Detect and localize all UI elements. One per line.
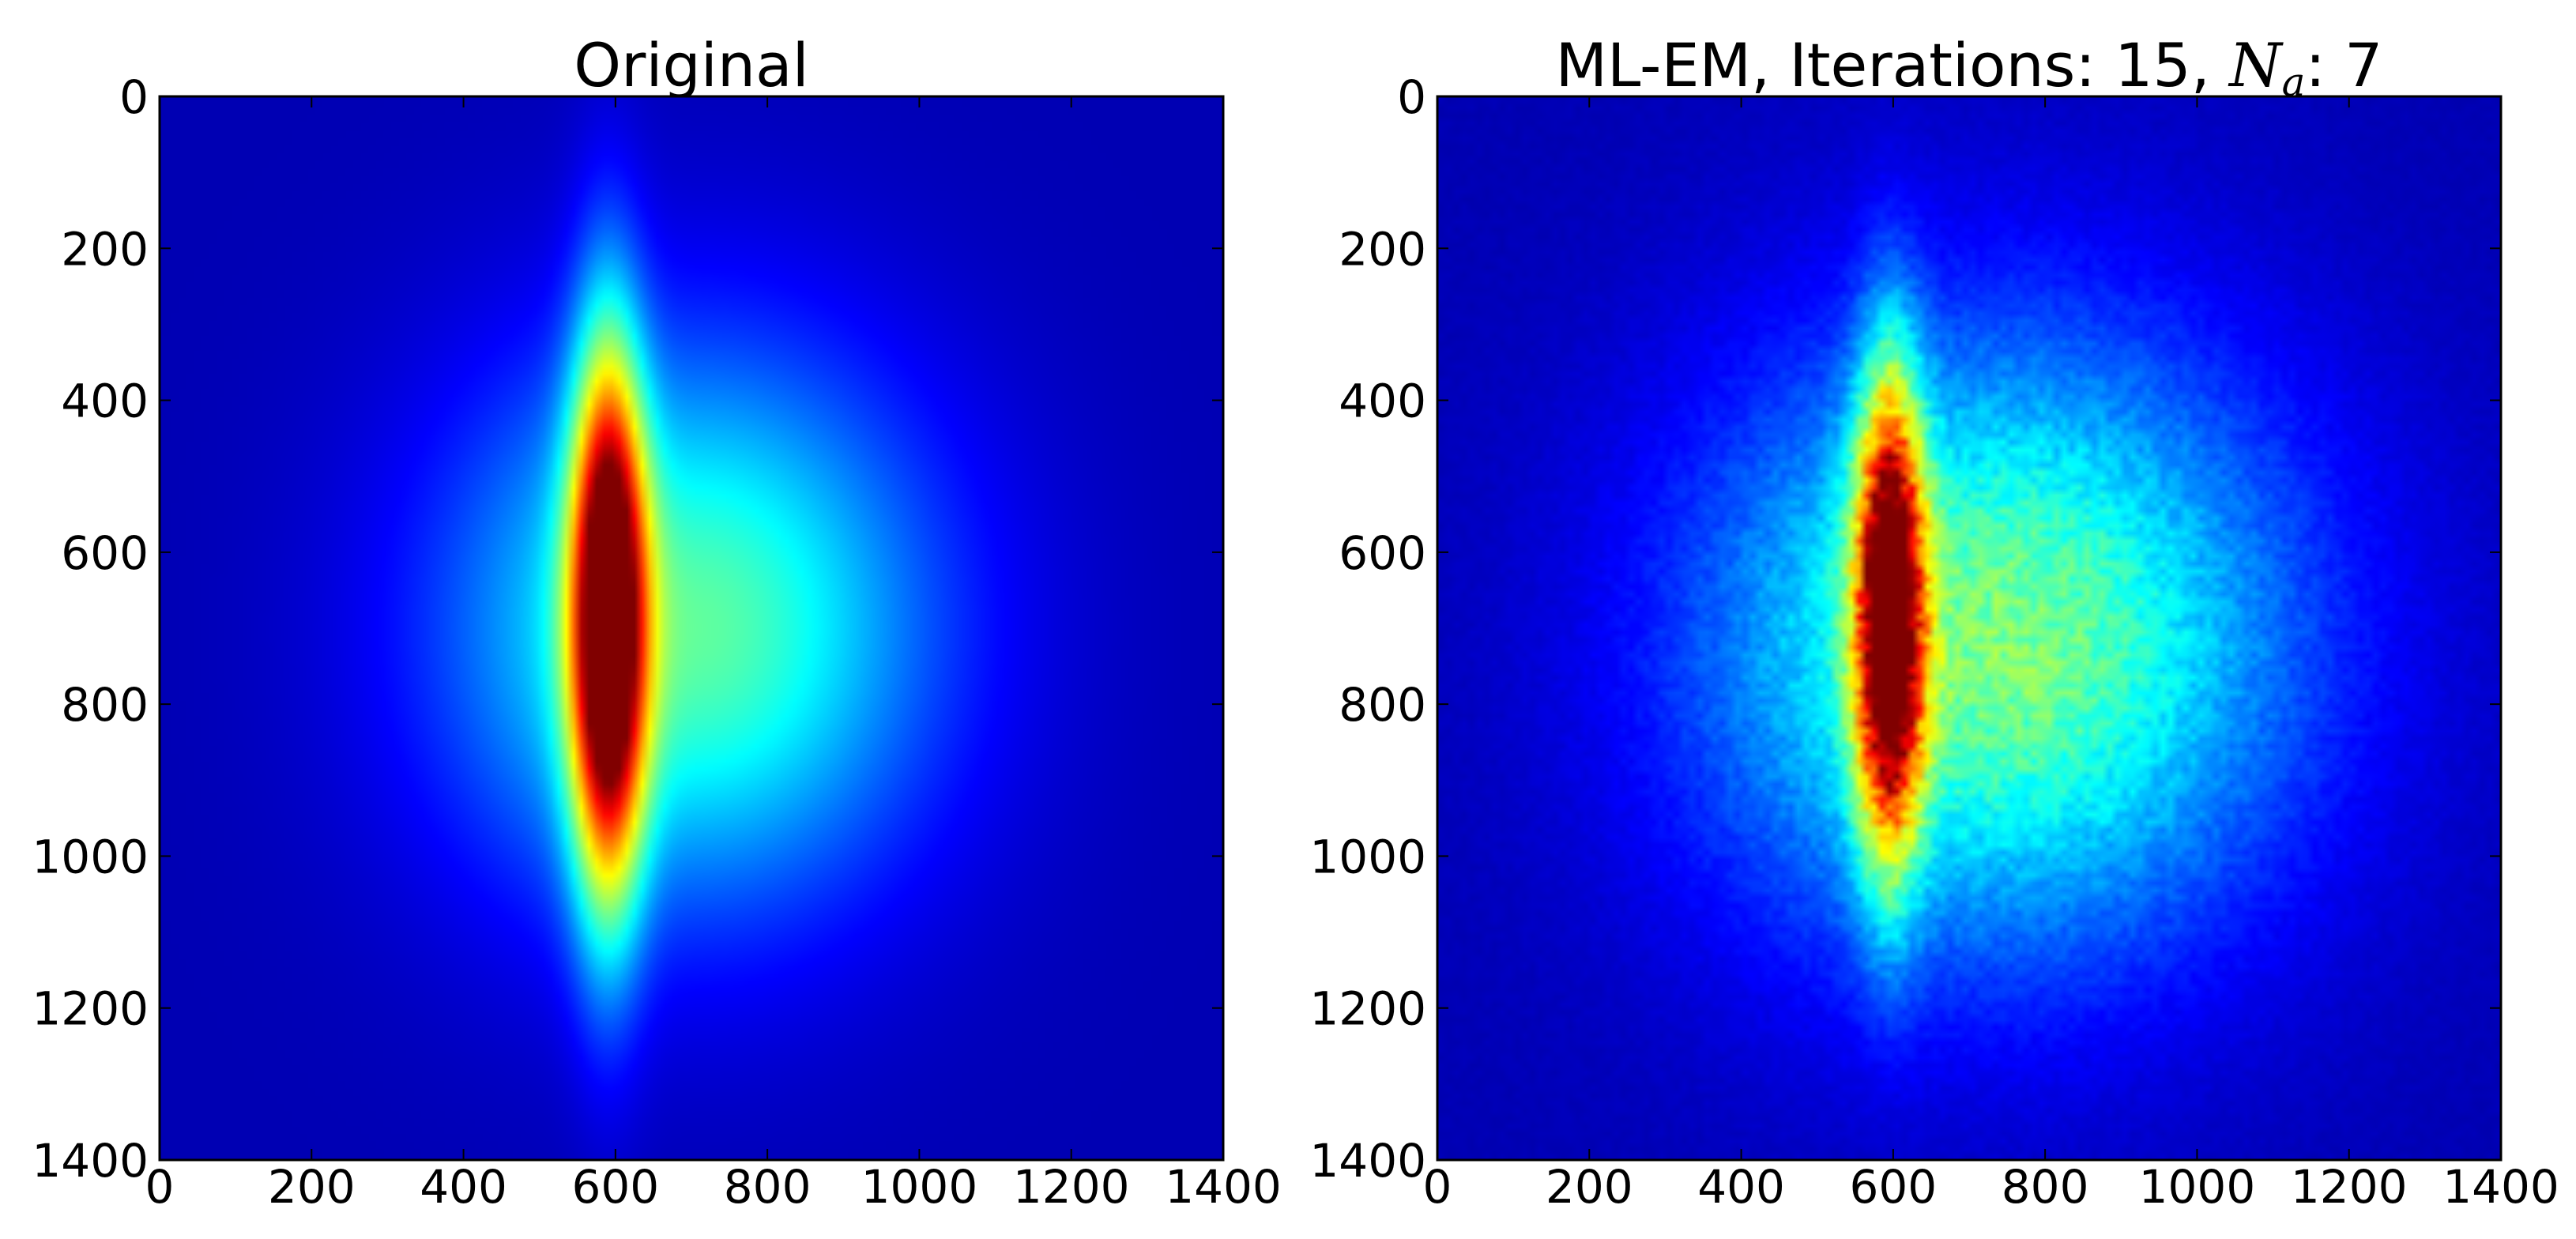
y-tick-label: 1200 bbox=[32, 982, 149, 1036]
x-tick-label: 800 bbox=[724, 1160, 812, 1214]
y-tick-label: 1400 bbox=[32, 1134, 149, 1188]
right-panel-title-text: ML-EM, Iterations: 15, bbox=[1555, 30, 2230, 100]
x-tick-label: 1200 bbox=[2291, 1160, 2408, 1214]
x-tick-label: 1200 bbox=[1013, 1160, 1130, 1214]
y-tick-label: 1000 bbox=[1309, 830, 1426, 883]
x-tick-label: 1400 bbox=[2442, 1160, 2559, 1214]
x-tick-label: 0 bbox=[145, 1160, 175, 1214]
axes-frame bbox=[1436, 95, 2503, 1162]
x-tick-label: 1400 bbox=[1165, 1160, 1282, 1214]
x-tick-label: 600 bbox=[571, 1160, 659, 1214]
x-tick-label: 1000 bbox=[861, 1160, 978, 1214]
y-tick-label: 800 bbox=[61, 678, 149, 732]
x-tick-label: 1000 bbox=[2139, 1160, 2256, 1214]
right-heatmap-panel: 0 200 400 600 800 1000 1200 1400020040060080010… bbox=[1309, 70, 2559, 1214]
left-heatmap-panel: 0 200 400 600 800 1000 1200 1400020040060080010… bbox=[32, 70, 1281, 1214]
axes-frame bbox=[158, 95, 1225, 1162]
y-tick-label: 1400 bbox=[1309, 1134, 1426, 1188]
x-tick-label: 600 bbox=[1849, 1160, 1937, 1214]
y-tick-label: 200 bbox=[1339, 222, 1426, 276]
heatmap-image bbox=[1437, 96, 2501, 1160]
y-tick-label: 200 bbox=[61, 222, 149, 276]
left-panel-title: Original bbox=[574, 30, 809, 100]
right-panel-title-symbol: N bbox=[2229, 30, 2282, 100]
x-tick-label: 400 bbox=[1697, 1160, 1785, 1214]
y-tick-label: 400 bbox=[61, 375, 149, 428]
x-tick-label: 0 bbox=[1423, 1160, 1452, 1214]
x-tick-label: 800 bbox=[2002, 1160, 2089, 1214]
y-tick-label: 400 bbox=[1339, 375, 1426, 428]
x-tick-label: 200 bbox=[1546, 1160, 1633, 1214]
heatmap-image bbox=[160, 96, 1223, 1160]
y-tick-label: 1000 bbox=[32, 830, 149, 883]
right-panel-title-suffix: : 7 bbox=[2305, 30, 2383, 100]
y-tick-label: 800 bbox=[1339, 678, 1426, 732]
y-tick-label: 0 bbox=[1397, 70, 1426, 124]
y-tick-label: 600 bbox=[1339, 526, 1426, 580]
y-tick-label: 600 bbox=[61, 526, 149, 580]
y-tick-label: 0 bbox=[119, 70, 149, 124]
x-tick-label: 200 bbox=[268, 1160, 356, 1214]
y-tick-label: 1200 bbox=[1309, 982, 1426, 1036]
x-tick-label: 400 bbox=[420, 1160, 507, 1214]
right-panel-title: ML-EM, Iterations: 15, Na: 7 bbox=[1437, 30, 2501, 105]
